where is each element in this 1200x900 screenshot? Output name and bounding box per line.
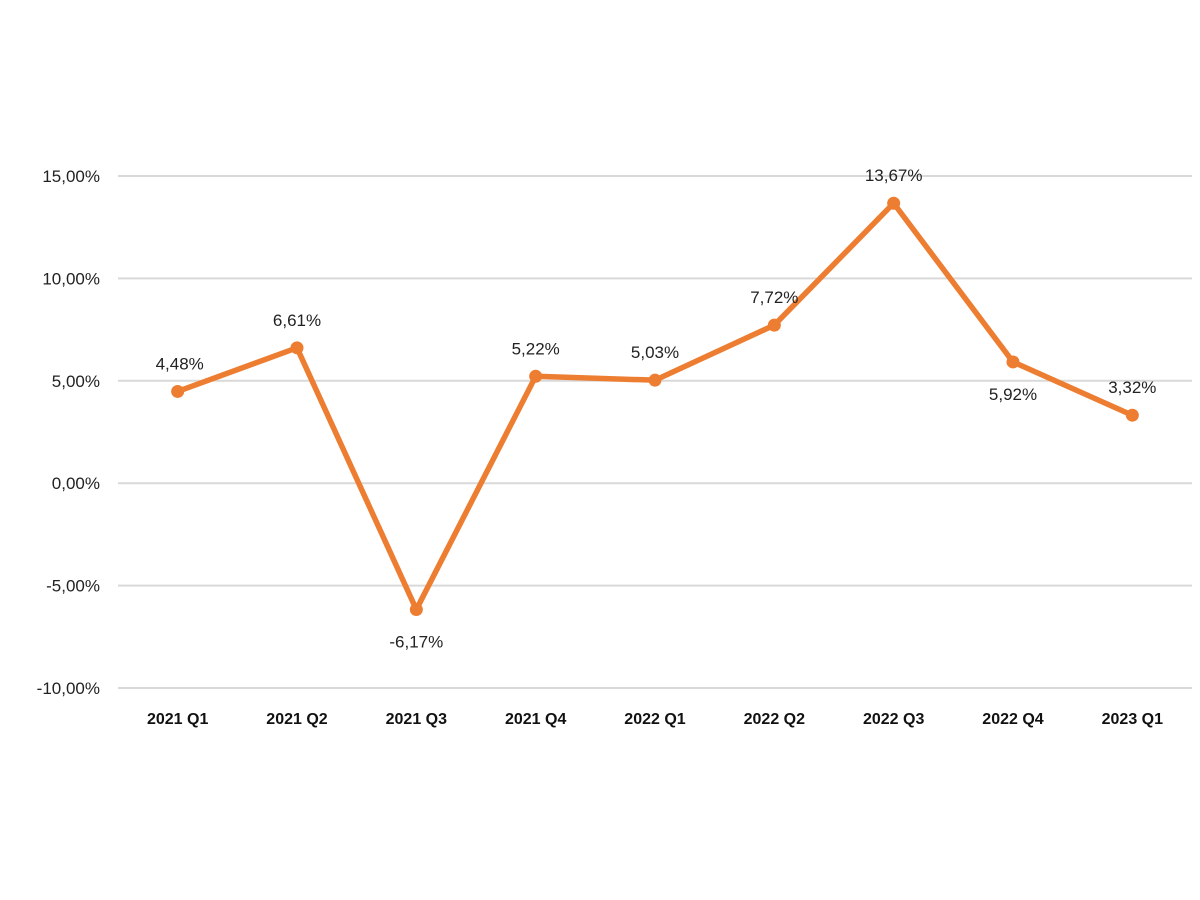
data-label: 4,48% [156,354,204,373]
data-point [1006,355,1020,369]
y-tick-label: 5,00% [52,372,100,391]
data-label: -6,17% [389,633,443,652]
x-tick-label: 2022 Q3 [863,711,924,728]
data-label: 7,72% [750,288,798,307]
x-tick-label: 2021 Q2 [266,711,327,728]
y-tick-label: -10,00% [37,679,100,698]
x-tick-label: 2023 Q1 [1102,711,1163,728]
y-axis-ticks: 15,00% 10,00% 5,00% 0,00% -5,00% -10,00% [37,167,100,698]
gridlines [118,175,1192,689]
data-label: 5,22% [512,339,560,358]
data-label: 6,61% [273,311,321,330]
x-axis-ticks: 2021 Q1 2021 Q2 2021 Q3 2021 Q4 2022 Q1 2022 … [147,711,1163,728]
series-line [174,200,1136,613]
data-labels: 4,48% 6,61% -6,17% 5,22% 5,03% 7,72% 13,67% 5,9… [156,166,1157,651]
data-point [171,384,185,398]
data-point [648,373,662,387]
y-tick-label: 0,00% [52,474,100,493]
data-point [290,341,304,355]
y-tick-label: 10,00% [42,269,100,288]
series-growth [171,196,1139,617]
data-label: 3,32% [1108,378,1156,397]
data-point [1125,408,1139,422]
x-tick-label: 2021 Q1 [147,711,208,728]
data-point [409,603,423,617]
x-tick-label: 2022 Q2 [744,711,805,728]
data-label: 13,67% [865,166,923,185]
data-point [767,318,781,332]
data-label: 5,92% [989,385,1037,404]
y-tick-label: 15,00% [42,167,100,186]
x-tick-label: 2022 Q1 [624,711,685,728]
x-tick-label: 2021 Q3 [386,711,447,728]
data-label: 5,03% [631,343,679,362]
y-tick-label: -5,00% [46,577,100,596]
data-point [887,196,901,210]
x-tick-label: 2021 Q4 [505,711,566,728]
data-point [529,369,543,383]
x-tick-label: 2022 Q4 [982,711,1043,728]
